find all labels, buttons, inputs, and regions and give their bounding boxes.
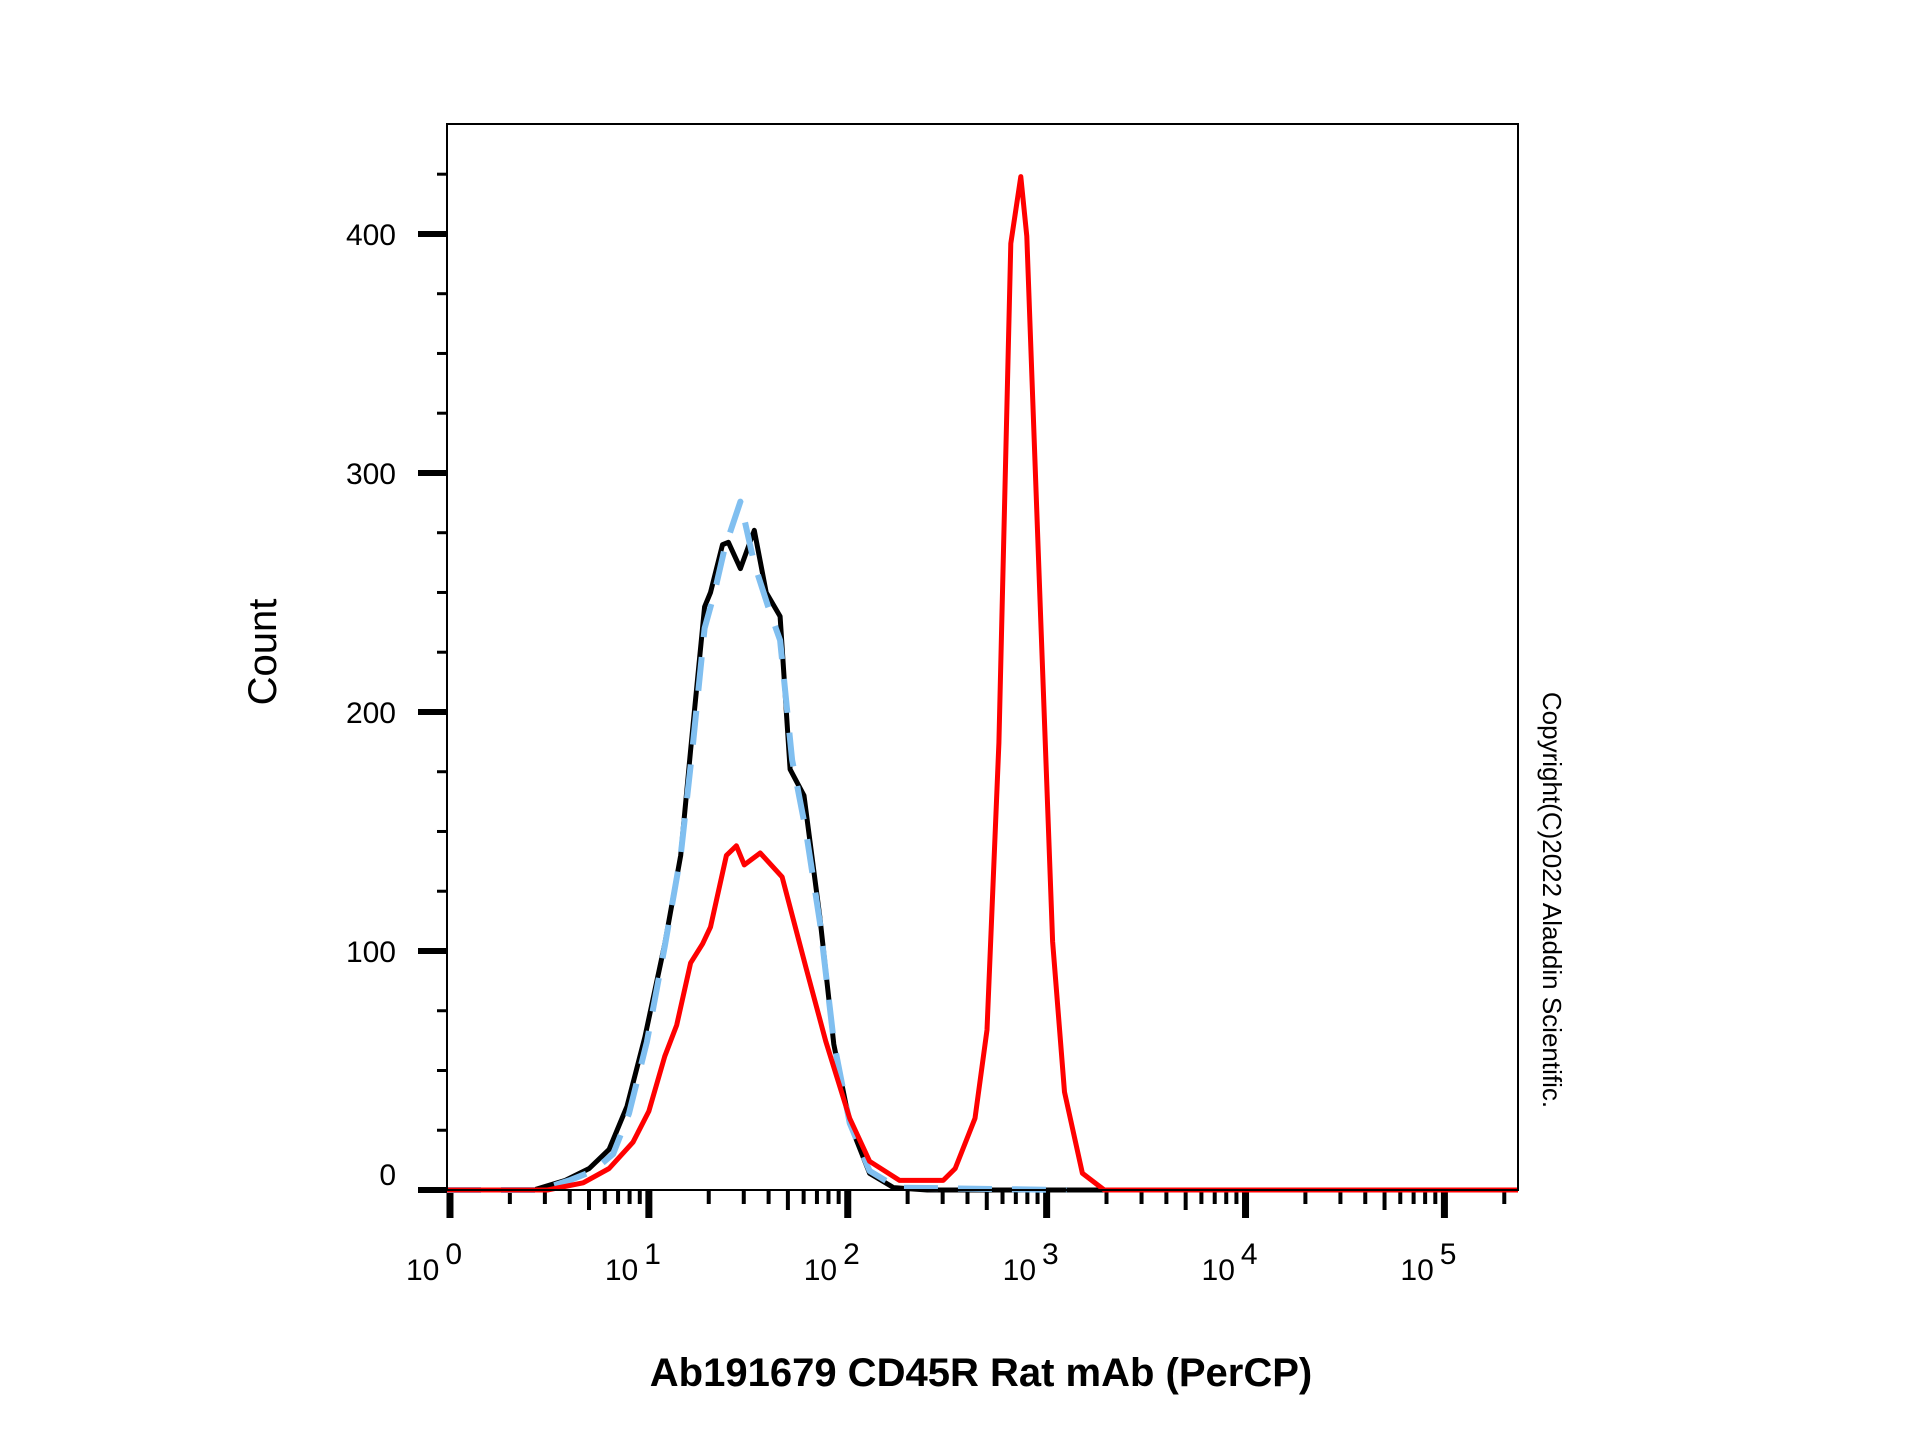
- series-group: [447, 174, 1518, 1193]
- x-tick-label: 10 5: [1400, 1238, 1456, 1287]
- x-axis-title: Ab191679 CD45R Rat mAb (PerCP): [650, 1351, 1312, 1395]
- x-tick-label: 10 2: [804, 1238, 860, 1287]
- x-tick-exponent: 1: [644, 1238, 661, 1271]
- x-tick-labels: 10 0 10 1 10 2 10 3 10 4 10 5: [406, 1238, 1456, 1287]
- series-line: [447, 527, 1518, 1193]
- y-tick-label: 200: [346, 697, 396, 730]
- y-tick-label: 0: [379, 1159, 396, 1192]
- y-tick-label: 100: [346, 936, 396, 969]
- x-tick-label: 10 3: [1003, 1238, 1059, 1287]
- x-tick-base: 10: [406, 1254, 439, 1287]
- series-line: [447, 498, 1067, 1193]
- y-axis-title: Count: [241, 599, 285, 706]
- x-tick-exponent: 4: [1241, 1238, 1258, 1271]
- axis-ticks: [418, 172, 1507, 1218]
- y-tick-label: 400: [346, 219, 396, 252]
- x-tick-base: 10: [1202, 1254, 1235, 1287]
- x-tick-exponent: 5: [1440, 1238, 1457, 1271]
- x-tick-base: 10: [804, 1254, 837, 1287]
- series-line: [447, 174, 1518, 1193]
- plot-frame: [446, 123, 1519, 1191]
- x-tick-exponent: 0: [445, 1238, 462, 1271]
- x-tick-exponent: 2: [843, 1238, 860, 1271]
- x-tick-base: 10: [1003, 1254, 1036, 1287]
- x-tick-base: 10: [605, 1254, 638, 1287]
- x-tick-base: 10: [1400, 1254, 1433, 1287]
- x-tick-exponent: 3: [1042, 1238, 1059, 1271]
- x-tick-label: 10 0: [406, 1238, 462, 1287]
- x-tick-label: 10 1: [605, 1238, 661, 1287]
- y-tick-label: 300: [346, 458, 396, 491]
- x-tick-label: 10 4: [1202, 1238, 1258, 1287]
- copyright-annotation: Copyright(C)2022 Aladdin Scientific.: [1537, 692, 1567, 1108]
- y-tick-labels: 0 100 200 300 400: [346, 219, 396, 1192]
